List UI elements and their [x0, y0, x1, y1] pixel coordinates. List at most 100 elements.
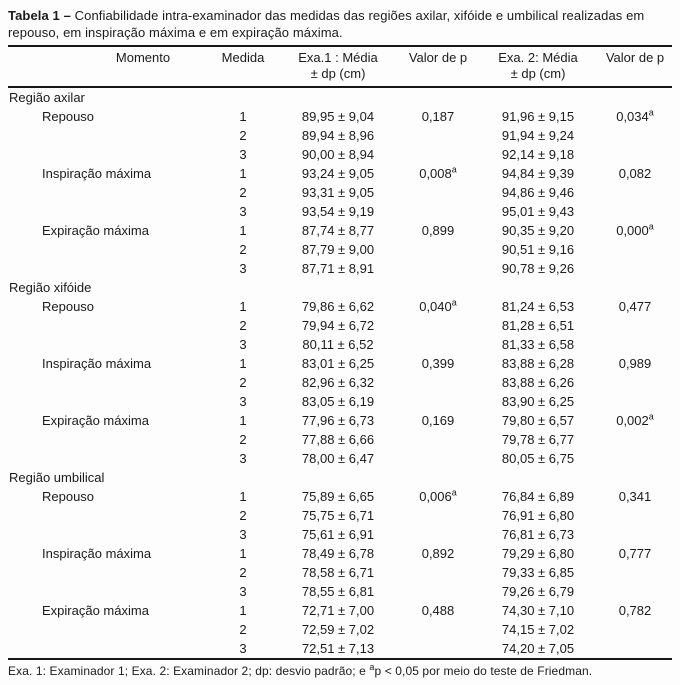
medida-cell: 3 [239, 584, 247, 599]
p1-cell: 0,169 [421, 413, 455, 428]
exa1-mean-cell: 89,95 ± 9,04 [301, 109, 375, 124]
exa1-mean-cell: 82,96 ± 6,32 [301, 375, 375, 390]
col-header-momento: Momento [115, 50, 171, 65]
moment-label [8, 506, 208, 525]
moment-label [8, 202, 208, 221]
moment-label: Repouso [42, 489, 95, 504]
col-header-exa2-line1: Exa. 2: Média [498, 50, 578, 65]
p2-cell [598, 373, 672, 392]
exa2-mean-cell: 83,88 ± 6,28 [501, 356, 575, 371]
exa2-mean-cell: 79,26 ± 6,79 [501, 584, 575, 599]
p1-cell [398, 202, 478, 221]
p2-cell [598, 259, 672, 278]
data-row: 3 78,00 ± 6,47 80,05 ± 6,75 [8, 449, 672, 468]
col-header-exa2-line2: ± dp (cm) [510, 66, 566, 81]
exa2-mean-cell: 90,78 ± 9,26 [501, 261, 575, 276]
medida-cell: 1 [239, 356, 247, 371]
exa2-mean-cell: 81,33 ± 6,58 [501, 337, 575, 352]
col-header-exa1-line1: Exa.1 : Média [298, 50, 378, 65]
reliability-table: Momento Medida Exa.1 : Média ± dp (cm) V… [8, 45, 672, 660]
data-row: 3 90,00 ± 8,94 92,14 ± 9,18 [8, 145, 672, 164]
data-row: 2 82,96 ± 6,32 83,88 ± 6,26 [8, 373, 672, 392]
data-row: 2 93,31 ± 9,05 94,86 ± 9,46 [8, 183, 672, 202]
exa1-mean-cell: 78,58 ± 6,71 [301, 565, 375, 580]
medida-cell: 2 [239, 565, 247, 580]
exa1-mean-cell: 79,94 ± 6,72 [301, 318, 375, 333]
exa2-mean-cell: 74,15 ± 7,02 [501, 622, 575, 637]
exa1-mean-cell: 80,11 ± 6,52 [302, 337, 374, 352]
p2-cell [598, 639, 672, 659]
medida-cell: 1 [239, 546, 247, 561]
p1-cell [398, 430, 478, 449]
p1-cell [398, 563, 478, 582]
exa2-mean-cell: 76,84 ± 6,89 [501, 489, 575, 504]
moment-label: Inspiração máxima [42, 166, 152, 181]
medida-cell: 2 [239, 375, 247, 390]
medida-cell: 2 [239, 128, 247, 143]
data-row: 2 89,94 ± 8,96 91,94 ± 9,24 [8, 126, 672, 145]
data-row: 2 72,59 ± 7,02 74,15 ± 7,02 [8, 620, 672, 639]
exa1-mean-cell: 75,89 ± 6,65 [301, 489, 375, 504]
data-row: Repouso 1 89,95 ± 9,04 0,187 91,96 ± 9,15 0,0… [8, 107, 672, 126]
p2-cell: 0,477 [618, 299, 652, 314]
p1-cell: 0,006a [419, 487, 457, 504]
moment-label [8, 525, 208, 544]
p2-cell [598, 202, 672, 221]
p2-cell: 0,777 [618, 546, 652, 561]
moment-label [8, 639, 208, 659]
data-row: 2 87,79 ± 9,00 90,51 ± 9,16 [8, 240, 672, 259]
exa1-mean-cell: 77,96 ± 6,73 [301, 413, 375, 428]
footnote-marker: a [648, 411, 654, 422]
p2-cell: 0,002a [616, 411, 654, 428]
exa1-mean-cell: 83,05 ± 6,19 [301, 394, 375, 409]
medida-cell: 3 [239, 204, 247, 219]
exa2-mean-cell: 80,05 ± 6,75 [501, 451, 575, 466]
footnote-marker: a [648, 107, 654, 118]
p2-cell [598, 126, 672, 145]
moment-label [8, 563, 208, 582]
moment-label: Expiração máxima [42, 413, 149, 428]
p2-cell: 0,034a [616, 107, 654, 124]
moment-label [8, 449, 208, 468]
moment-label [8, 259, 208, 278]
p2-cell: 0,082 [618, 166, 652, 181]
exa1-mean-cell: 93,54 ± 9,19 [301, 204, 375, 219]
p1-cell: 0,892 [421, 546, 455, 561]
p1-cell: 0,899 [421, 223, 455, 238]
p1-cell [398, 449, 478, 468]
medida-cell: 2 [239, 508, 247, 523]
p2-cell [598, 240, 672, 259]
region-label: Região umbilical [9, 470, 105, 485]
p2-cell [598, 392, 672, 411]
table-caption-text: Confiabilidade intra-examinador das medi… [8, 8, 645, 40]
header-row: Momento Medida Exa.1 : Média ± dp (cm) V… [8, 46, 672, 87]
moment-label [8, 145, 208, 164]
moment-label [8, 240, 208, 259]
footnote-marker: a [451, 297, 457, 308]
footnote-marker: a [451, 487, 457, 498]
medida-cell: 2 [239, 242, 247, 257]
p1-cell [398, 145, 478, 164]
p1-cell [398, 259, 478, 278]
exa2-mean-cell: 91,94 ± 9,24 [501, 128, 575, 143]
footnote-marker: a [648, 221, 654, 232]
exa2-mean-cell: 76,91 ± 6,80 [501, 508, 575, 523]
medida-cell: 2 [239, 318, 247, 333]
p2-cell [598, 525, 672, 544]
exa2-mean-cell: 79,33 ± 6,85 [501, 565, 575, 580]
table-header: Momento Medida Exa.1 : Média ± dp (cm) V… [8, 46, 672, 87]
moment-label: Repouso [42, 299, 95, 314]
exa2-mean-cell: 79,78 ± 6,77 [501, 432, 575, 447]
exa2-mean-cell: 90,35 ± 9,20 [501, 223, 575, 238]
exa2-mean-cell: 81,24 ± 6,53 [501, 299, 575, 314]
region-label: Região axilar [9, 90, 85, 105]
col-header-p2: Valor de p [605, 50, 665, 65]
p1-cell [398, 335, 478, 354]
medida-cell: 1 [239, 299, 247, 314]
medida-cell: 2 [239, 622, 247, 637]
medida-cell: 2 [239, 185, 247, 200]
exa1-mean-cell: 78,49 ± 6,78 [301, 546, 375, 561]
exa2-mean-cell: 94,86 ± 9,46 [501, 185, 575, 200]
p1-cell: 0,187 [421, 109, 455, 124]
